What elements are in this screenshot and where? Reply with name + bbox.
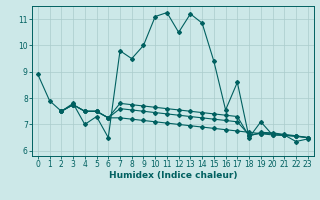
X-axis label: Humidex (Indice chaleur): Humidex (Indice chaleur)	[108, 171, 237, 180]
